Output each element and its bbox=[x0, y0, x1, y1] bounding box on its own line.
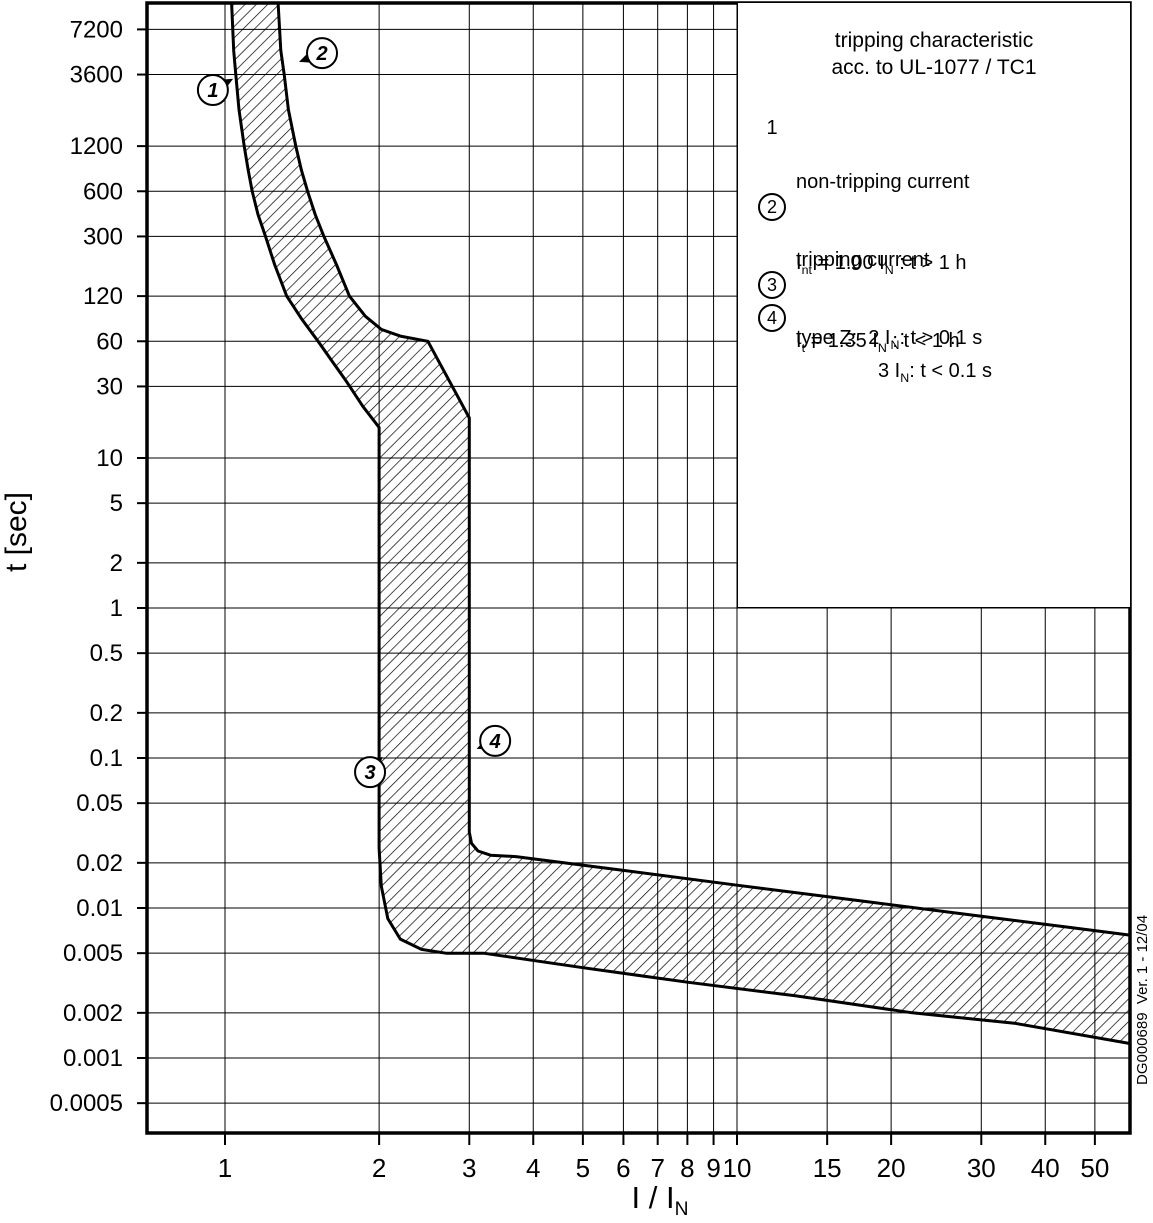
x-tick-label: 30 bbox=[967, 1153, 996, 1183]
legend-item-1-text: non-tripping current bbox=[796, 171, 970, 193]
annotation-number-1: 1 bbox=[207, 80, 218, 102]
x-tick-label: 5 bbox=[576, 1153, 590, 1183]
legend-item-1-formula: Int = 1.00 IN : t > 1 h bbox=[796, 252, 967, 277]
annotation-number-2: 2 bbox=[315, 43, 327, 65]
annotation-circle-3 bbox=[354, 756, 387, 789]
x-tick-label: 8 bbox=[680, 1153, 694, 1183]
legend-item-type-z-over: 3 type Z: 2 IN: t > 0.1 s bbox=[758, 271, 982, 413]
y-tick-label: 0.005 bbox=[63, 940, 123, 967]
annotation-circle-2 bbox=[306, 37, 339, 70]
document-number-watermark: DG000689 Ver. 1 - 12/04 bbox=[1134, 914, 1151, 1085]
x-tick-label: 10 bbox=[723, 1153, 752, 1183]
x-tick-label: 20 bbox=[877, 1153, 906, 1183]
legend-item-tripping-current: 2 tripping current It = 1.35 IN : t < 1 … bbox=[758, 193, 960, 416]
y-axis-label: t [sec] bbox=[0, 491, 33, 573]
legend-item-non-tripping-current: 1 non-tripping current Int = 1.00 IN : t… bbox=[758, 115, 969, 338]
legend-title-line2: acc. to UL-1077 / TC1 bbox=[831, 56, 1037, 79]
y-tick-label: 30 bbox=[96, 373, 123, 400]
y-tick-label: 60 bbox=[96, 328, 123, 355]
x-tick-label: 4 bbox=[526, 1153, 540, 1183]
legend-box: tripping characteristic acc. to UL-1077 … bbox=[737, 3, 1130, 608]
legend-item-2-formula: It = 1.35 IN : t < 1 h bbox=[796, 330, 960, 355]
legend-title-line1: tripping characteristic bbox=[834, 29, 1034, 52]
legend-item-4-text: 3 IN: t < 0.1 s bbox=[878, 360, 993, 385]
y-tick-label: 0.02 bbox=[76, 850, 123, 877]
y-tick-label: 0.2 bbox=[90, 700, 123, 727]
plot-border bbox=[145, 1, 1132, 1135]
y-tick-label: 0.1 bbox=[90, 745, 123, 772]
annotation-number-3: 3 bbox=[364, 762, 375, 784]
tripping-boundary-curve bbox=[276, 1, 1132, 937]
x-tick-label: 50 bbox=[1080, 1153, 1109, 1183]
legend-marker-4: 4 bbox=[758, 304, 786, 332]
legend-item-2-text: tripping current bbox=[796, 249, 930, 271]
y-tick-label: 0.0005 bbox=[50, 1090, 123, 1117]
x-tick-label: 40 bbox=[1031, 1153, 1060, 1183]
y-tick-label: 1200 bbox=[70, 133, 123, 160]
y-tick-label: 0.001 bbox=[63, 1045, 123, 1072]
non-tripping-boundary-curve bbox=[230, 1, 1132, 1045]
x-tick-label: 9 bbox=[706, 1153, 720, 1183]
legend-marker-1: 1 bbox=[766, 117, 778, 139]
y-tick-label: 2 bbox=[110, 550, 123, 577]
x-tick-label: 7 bbox=[650, 1153, 664, 1183]
y-tick-label: 7200 bbox=[70, 16, 123, 43]
y-tick-label: 0.002 bbox=[63, 1000, 123, 1027]
y-tick-label: 0.01 bbox=[76, 895, 123, 922]
y-tick-label: 600 bbox=[83, 178, 123, 205]
annotation-circle-4 bbox=[479, 724, 512, 757]
legend-title: tripping characteristic acc. to UL-1077 … bbox=[738, 27, 1130, 81]
y-tick-label: 300 bbox=[83, 223, 123, 250]
y-tick-label: 120 bbox=[83, 283, 123, 310]
x-tick-label: 15 bbox=[813, 1153, 842, 1183]
y-tick-label: 0.5 bbox=[90, 640, 123, 667]
legend-item-3-text: type Z: 2 IN: t > 0.1 s bbox=[796, 327, 983, 352]
y-tick-label: 1 bbox=[110, 595, 123, 622]
annotation-circle-1 bbox=[196, 74, 229, 107]
legend-item-type-z-under: 4 3 IN: t < 0.1 s bbox=[758, 304, 992, 446]
x-axis-label: I / IN bbox=[631, 1180, 689, 1221]
x-tick-label: 3 bbox=[462, 1153, 476, 1183]
x-tick-label: 2 bbox=[372, 1153, 386, 1183]
y-tick-label: 5 bbox=[110, 490, 123, 517]
x-tick-label: 6 bbox=[616, 1153, 630, 1183]
tripping-band-fill bbox=[231, 3, 1130, 1044]
x-tick-label: 1 bbox=[218, 1153, 232, 1183]
y-tick-label: 10 bbox=[96, 445, 123, 472]
legend-marker-3: 3 bbox=[758, 271, 786, 299]
legend-marker-2: 2 bbox=[758, 193, 786, 221]
y-tick-label: 0.05 bbox=[76, 790, 123, 817]
y-tick-label: 3600 bbox=[70, 62, 123, 89]
annotation-number-4: 4 bbox=[489, 731, 501, 753]
